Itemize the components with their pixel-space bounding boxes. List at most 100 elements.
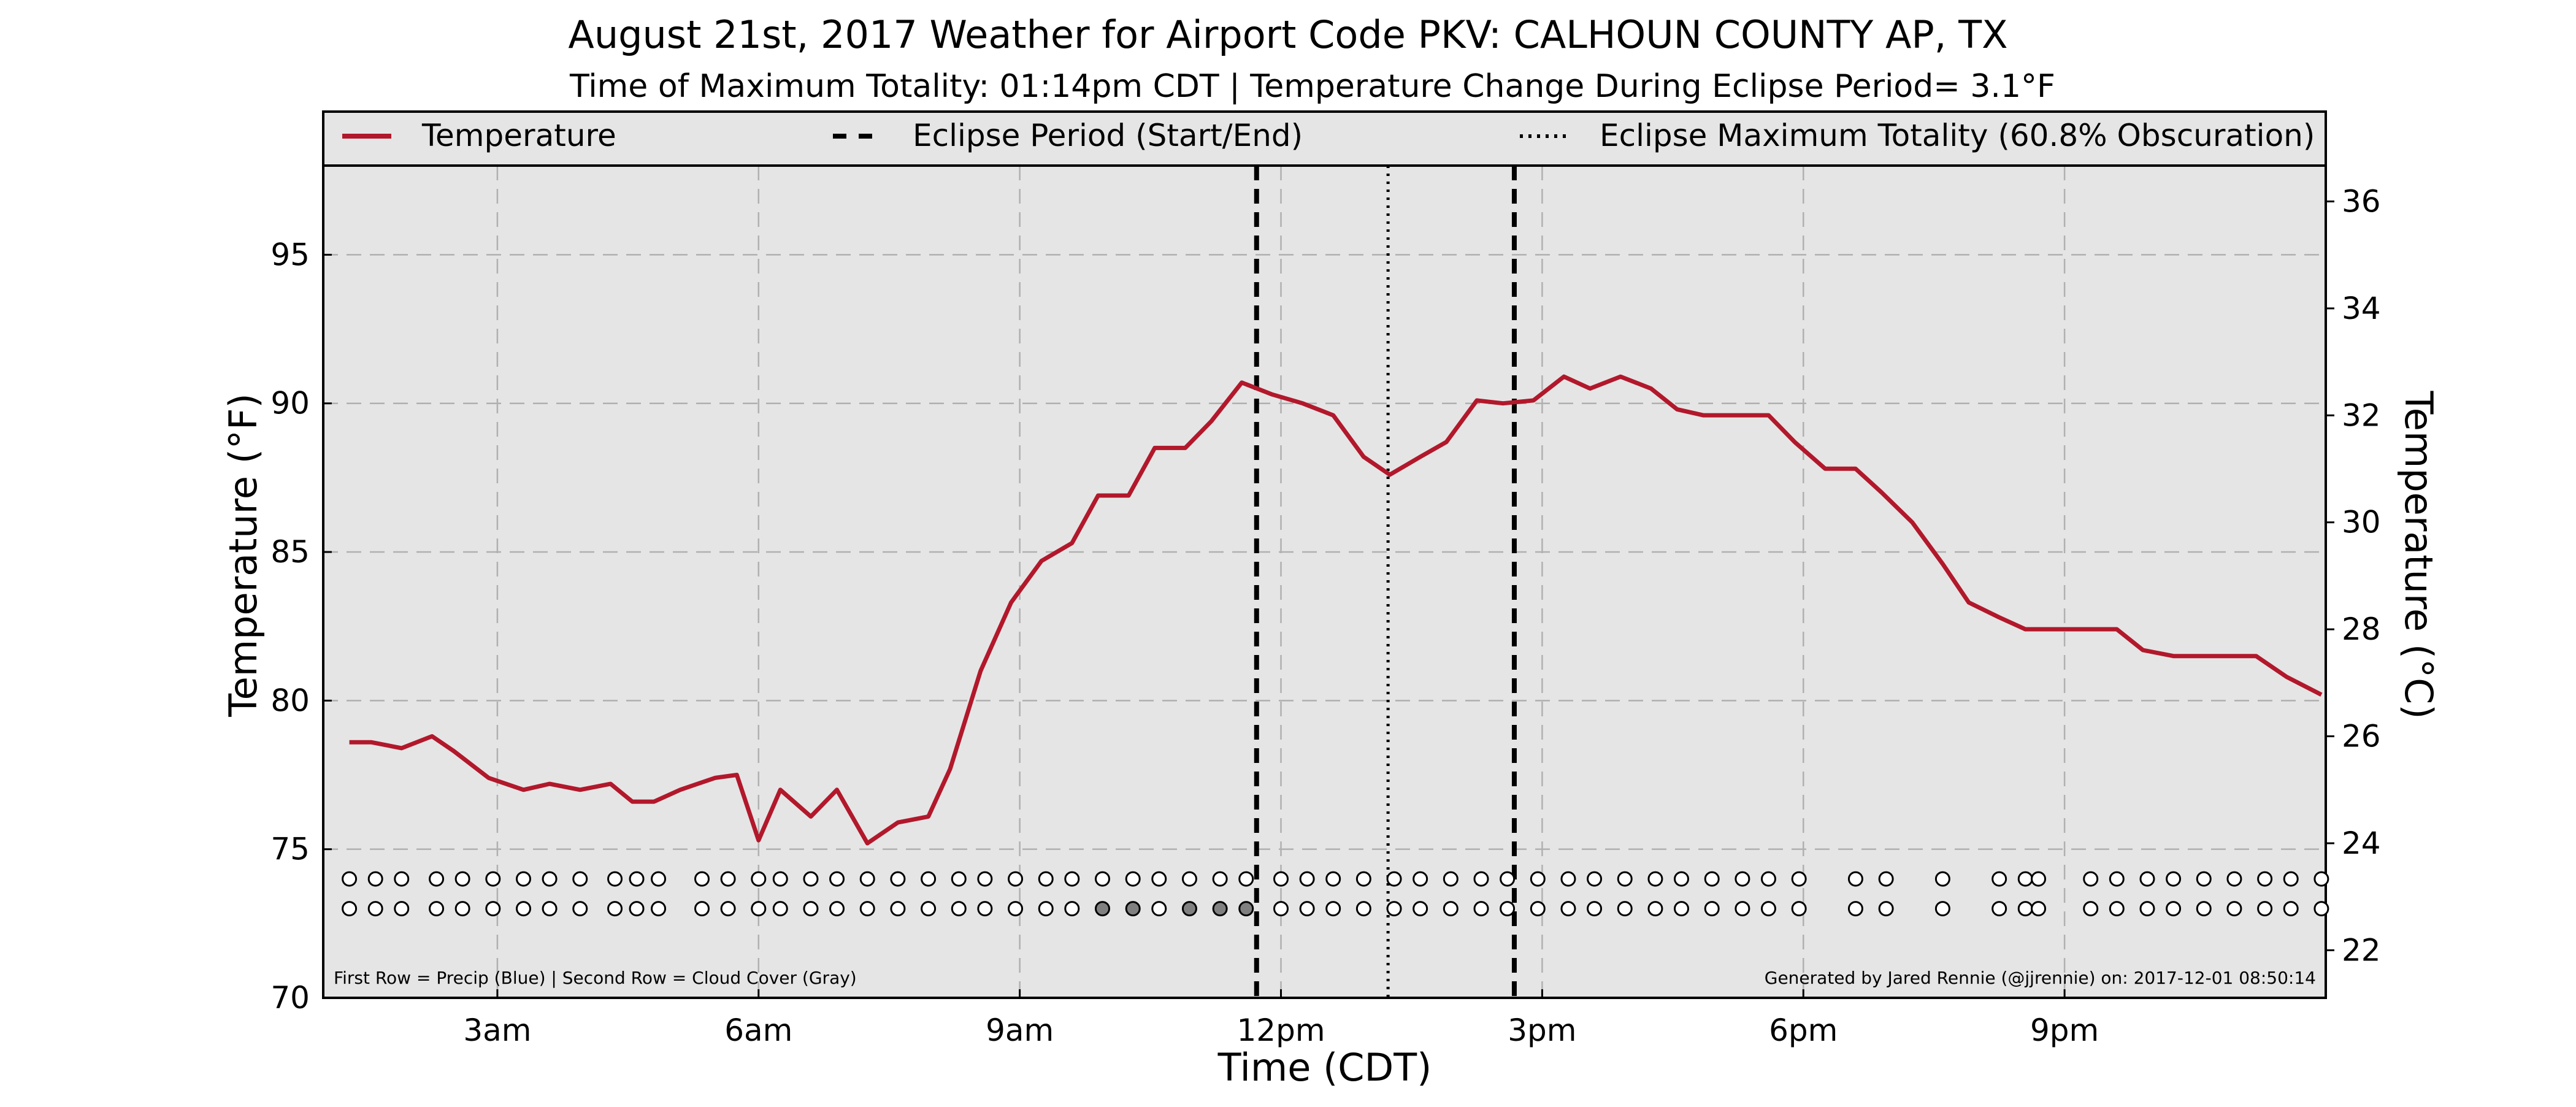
chart-title: August 21st, 2017 Weather for Airport Co… — [568, 12, 2007, 57]
precip-marker — [1704, 871, 1720, 887]
precip-marker — [1878, 871, 1894, 887]
y-axis-label-right: Temperature (°C) — [2396, 390, 2441, 719]
cloud-marker — [2031, 901, 2047, 917]
cloud-marker — [1500, 901, 1516, 917]
precip-marker — [2283, 871, 2299, 887]
temperature-line — [349, 374, 2323, 846]
cloud-marker — [429, 901, 445, 917]
cloud-marker — [1991, 901, 2007, 917]
cloud-marker — [977, 901, 993, 917]
precip-marker — [803, 871, 819, 887]
precip-marker — [1008, 871, 1024, 887]
precip-marker — [951, 871, 967, 887]
precip-marker — [1587, 871, 1603, 887]
temperature-series — [349, 374, 2323, 846]
precip-marker — [1064, 871, 1080, 887]
axes: 3am 6am 9am 12pm 3pm 6pm 9pm 70 75 80 85 90 95 22 24 26… — [270, 183, 2380, 1048]
precip-marker — [542, 871, 558, 887]
cloud-marker — [2166, 901, 2182, 917]
y-right-tick-label: 34 — [2342, 291, 2381, 326]
legend-label-eclipse-max: Eclipse Maximum Totality (60.8% Obscurat… — [1600, 118, 2315, 153]
precip-marker — [2139, 871, 2155, 887]
precip-marker — [1617, 871, 1633, 887]
precip-marker — [694, 871, 710, 887]
cloud-marker — [859, 901, 875, 917]
precip-marker — [2196, 871, 2212, 887]
precip-marker — [1674, 871, 1690, 887]
precip-marker — [1038, 871, 1054, 887]
cloud-marker — [2313, 901, 2329, 917]
cloud-marker — [394, 901, 410, 917]
precip-marker — [629, 871, 645, 887]
cloud-marker — [1181, 901, 1197, 917]
precip-marker — [1791, 871, 1807, 887]
precip-marker — [977, 871, 993, 887]
precip-marker — [1355, 871, 1371, 887]
x-tick-label: 3pm — [1508, 1013, 1576, 1048]
precip-marker — [1760, 871, 1776, 887]
cloud-marker — [2017, 901, 2033, 917]
precip-marker — [859, 871, 875, 887]
precip-marker — [367, 871, 383, 887]
cloud-marker — [1386, 901, 1402, 917]
legend-label-eclipse-period: Eclipse Period (Start/End) — [913, 118, 1303, 153]
cloud-marker — [485, 901, 501, 917]
precip-marker — [651, 871, 667, 887]
cloud-marker — [2139, 901, 2155, 917]
precip-marker — [516, 871, 531, 887]
cloud-marker — [1212, 901, 1228, 917]
x-tick-label: 9am — [986, 1013, 1054, 1048]
precip-marker — [1847, 871, 1863, 887]
cloud-marker — [890, 901, 906, 917]
cloud-marker — [803, 901, 819, 917]
plot-area — [322, 110, 2327, 999]
chart-subtitle: Time of Maximum Totality: 01:14pm CDT | … — [569, 68, 2055, 105]
cloud-marker — [342, 901, 358, 917]
precip-marker — [1560, 871, 1576, 887]
cloud-marker — [921, 901, 937, 917]
y-axis-label-left: Temperature (°F) — [221, 393, 266, 717]
cloud-marker — [542, 901, 558, 917]
precip-marker — [1735, 871, 1750, 887]
x-tick-label: 6am — [724, 1013, 792, 1048]
precip-marker — [2109, 871, 2125, 887]
cloud-marker — [2226, 901, 2242, 917]
precip-marker — [342, 871, 358, 887]
x-tick-label: 9pm — [2030, 1013, 2099, 1048]
precip-marker — [1991, 871, 2007, 887]
cloud-marker — [1095, 901, 1111, 917]
y-right-tick-label: 30 — [2342, 505, 2381, 540]
y-tick-label: 80 — [270, 683, 310, 718]
precip-marker — [2017, 871, 2033, 887]
precip-marker — [572, 871, 588, 887]
cloud-marker — [1530, 901, 1546, 917]
precip-marker — [772, 871, 788, 887]
cloud-marker — [1735, 901, 1750, 917]
cloud-marker — [2283, 901, 2299, 917]
precip-marker — [1181, 871, 1197, 887]
x-tick-label: 6pm — [1769, 1013, 1838, 1048]
precip-marker — [1647, 871, 1663, 887]
precip-marker — [751, 871, 767, 887]
y-tick-label: 75 — [270, 832, 310, 867]
precip-marker — [2083, 871, 2099, 887]
precip-marker — [1299, 871, 1315, 887]
cloud-marker — [572, 901, 588, 917]
precip-marker — [1530, 871, 1546, 887]
cloud-marker — [454, 901, 470, 917]
cloud-marker — [2257, 901, 2273, 917]
precip-marker — [1473, 871, 1489, 887]
x-axis-label: Time (CDT) — [1217, 1045, 1432, 1090]
precip-marker — [429, 871, 445, 887]
y-tick-label: 70 — [270, 980, 310, 1016]
cloud-marker — [720, 901, 736, 917]
cloud-marker — [1791, 901, 1807, 917]
precip-marker — [1325, 871, 1341, 887]
y-right-tick-label: 26 — [2342, 719, 2381, 754]
cloud-marker — [1299, 901, 1315, 917]
precip-marker — [890, 871, 906, 887]
precip-marker — [921, 871, 937, 887]
precip-marker — [1934, 871, 1950, 887]
cloud-marker — [1325, 901, 1341, 917]
